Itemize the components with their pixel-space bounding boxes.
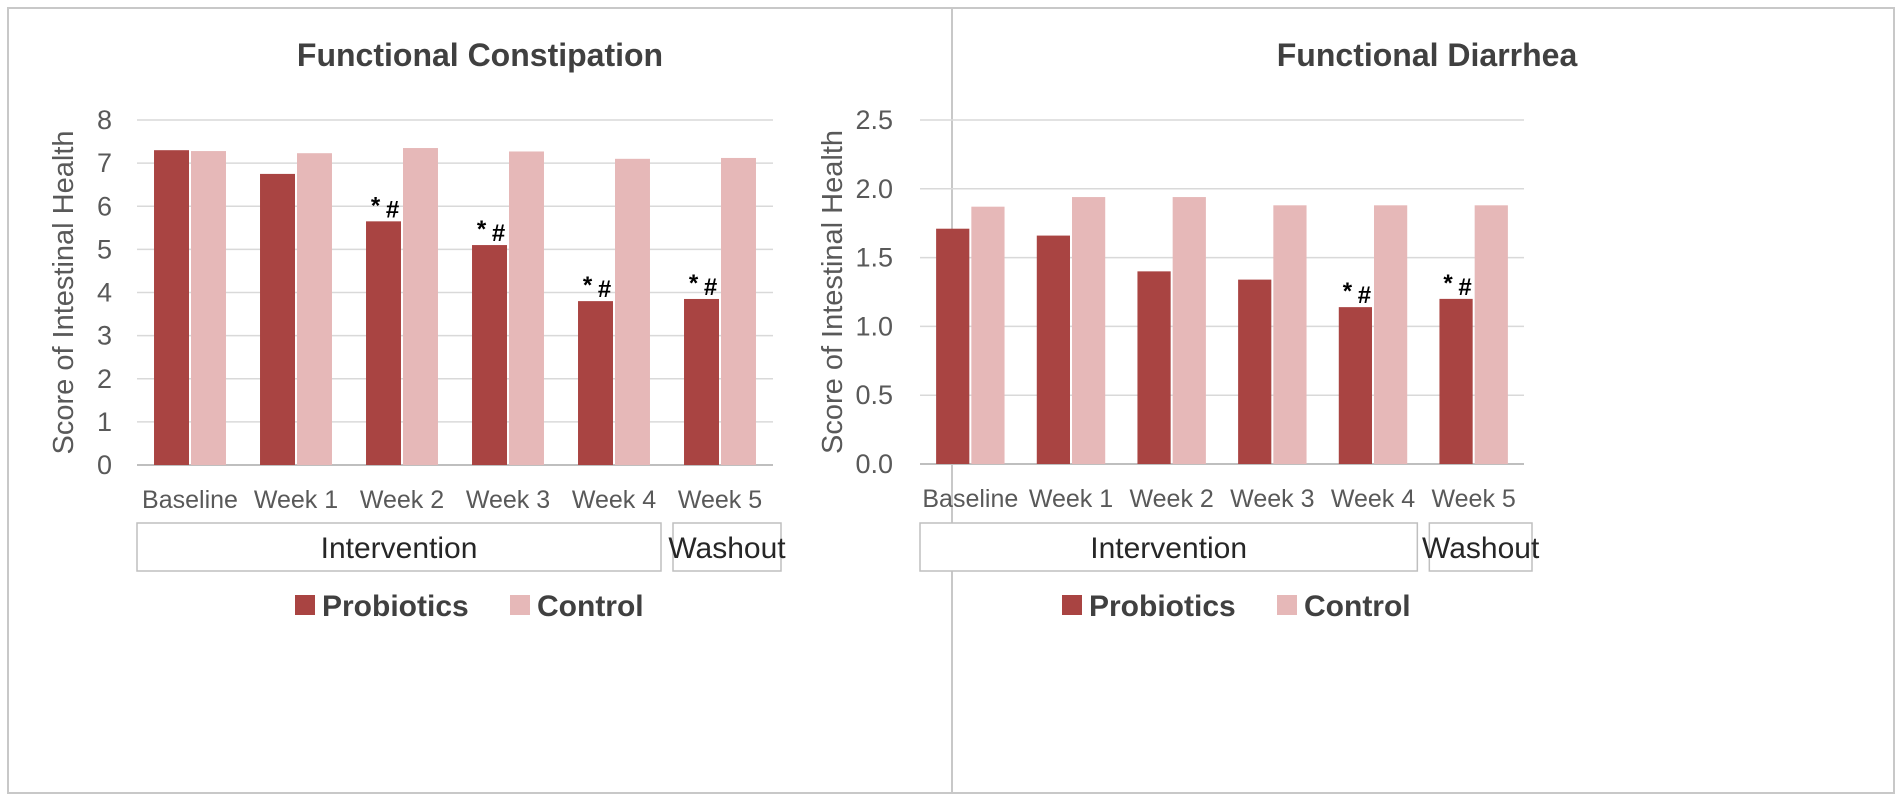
y-tick-label: 1.5: [855, 243, 893, 273]
x-tick-label: Week 1: [254, 486, 338, 514]
y-tick-label: 7: [97, 148, 112, 178]
significance-hash: #: [1358, 282, 1371, 309]
bar-probiotics: [936, 228, 970, 464]
bar-control: [403, 148, 438, 465]
legend-label: Control: [1304, 590, 1411, 623]
y-tick-label: 6: [97, 191, 112, 221]
bar-control: [615, 158, 650, 465]
significance-hash: #: [386, 196, 399, 223]
bar-probiotics: [1137, 271, 1171, 464]
y-tick-label: 3: [97, 321, 112, 351]
bar-control: [1273, 205, 1307, 464]
y-tick-label: 8: [97, 105, 112, 135]
x-tick-label: Week 3: [1230, 485, 1314, 513]
significance-star: *: [689, 270, 699, 297]
bar-control: [1374, 205, 1408, 464]
y-tick-label: 2.5: [855, 105, 893, 135]
bar-probiotics: [154, 150, 189, 465]
y-tick-label: 5: [97, 234, 112, 264]
legend-swatch: [1062, 595, 1082, 615]
phase-label: Washout: [1422, 532, 1540, 565]
bar-control: [1474, 205, 1508, 464]
chart-title: Functional Diarrhea: [1277, 37, 1578, 73]
x-tick-label: Baseline: [142, 486, 238, 514]
phase-box: [672, 522, 782, 572]
bar-control: [721, 157, 756, 465]
legend-label: Control: [537, 590, 644, 623]
y-tick-label: 0.0: [855, 449, 893, 479]
legend-swatch: [510, 595, 530, 615]
phase-box: [1428, 522, 1533, 572]
phase-box: [136, 522, 662, 572]
significance-star: *: [1343, 278, 1353, 305]
bar-probiotics: [1338, 307, 1372, 464]
bar-probiotics: [1036, 235, 1070, 464]
x-tick-label: Week 4: [572, 486, 656, 514]
significance-star: *: [371, 192, 381, 219]
bar-control: [1172, 197, 1206, 464]
y-tick-label: 1: [97, 407, 112, 437]
significance-hash: #: [1458, 274, 1471, 301]
significance-star: *: [477, 216, 487, 243]
y-tick-label: 0: [97, 450, 112, 480]
x-tick-label: Week 5: [1432, 485, 1516, 513]
legend-swatch: [1277, 595, 1297, 615]
panel-right-border: [951, 7, 1895, 794]
y-tick-label: 0.5: [855, 380, 893, 410]
phase-box: [919, 522, 1419, 572]
bar-probiotics: [578, 301, 613, 465]
bar-probiotics: [472, 245, 507, 465]
bar-probiotics: [1439, 298, 1473, 464]
y-tick-label: 4: [97, 278, 112, 308]
legend-swatch: [295, 595, 315, 615]
x-tick-label: Week 2: [360, 486, 444, 514]
x-tick-label: Week 2: [1130, 485, 1214, 513]
x-tick-label: Week 3: [466, 486, 550, 514]
significance-hash: #: [492, 220, 505, 247]
legend-label: Probiotics: [322, 590, 469, 623]
phase-label: Washout: [668, 532, 786, 565]
y-axis-label: Score of Intestinal Health: [48, 130, 80, 454]
x-tick-label: Week 4: [1331, 485, 1415, 513]
bar-control: [297, 153, 332, 466]
bar-probiotics: [1238, 279, 1272, 464]
y-tick-label: 2: [97, 364, 112, 394]
x-tick-label: Week 1: [1029, 485, 1113, 513]
bar-control: [1072, 197, 1106, 464]
y-tick-label: 1.0: [855, 311, 893, 341]
significance-hash: #: [598, 276, 611, 303]
x-tick-label: Week 5: [678, 486, 762, 514]
bar-probiotics: [366, 221, 401, 465]
y-tick-label: 2.0: [855, 174, 893, 204]
phase-label: Intervention: [1090, 532, 1247, 565]
bar-probiotics: [260, 173, 295, 465]
bar-control: [509, 151, 544, 465]
significance-star: *: [1443, 270, 1453, 297]
x-tick-label: Baseline: [922, 485, 1018, 513]
phase-label: Intervention: [321, 532, 478, 565]
legend-label: Probiotics: [1089, 590, 1236, 623]
significance-star: *: [583, 272, 593, 299]
y-axis-label: Score of Intestinal Health: [817, 130, 849, 454]
bar-probiotics: [684, 298, 719, 465]
significance-hash: #: [704, 274, 717, 301]
chart-title: Functional Constipation: [297, 37, 663, 73]
bar-control: [971, 206, 1005, 465]
bar-control: [191, 151, 226, 466]
